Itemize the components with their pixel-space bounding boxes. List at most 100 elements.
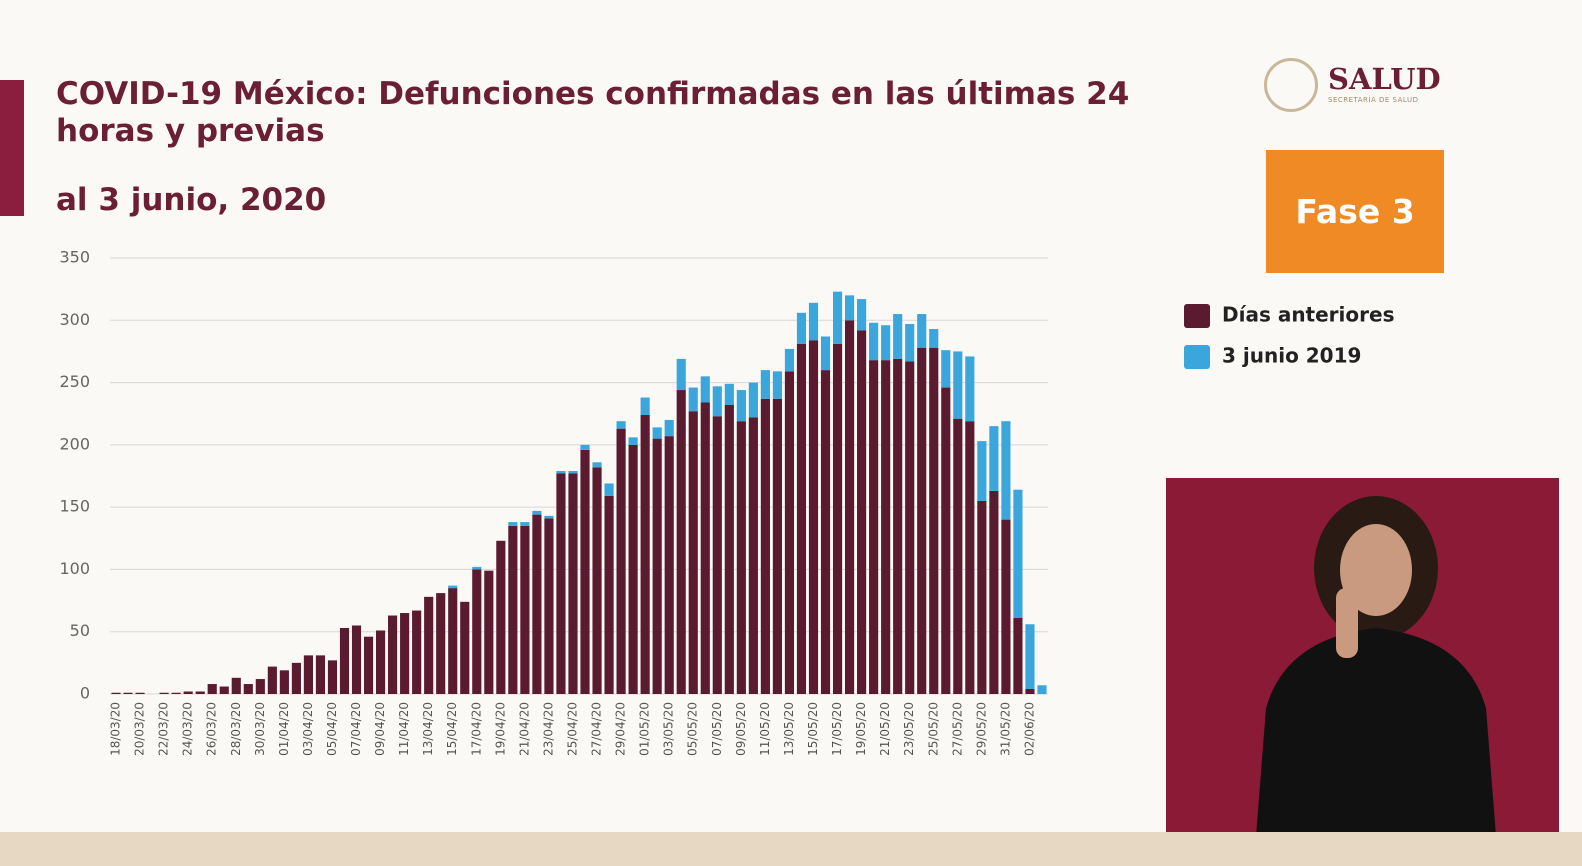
y-tick-label: 250	[59, 372, 90, 391]
bar-segment	[917, 347, 927, 694]
x-tick-label: 11/05/20	[758, 702, 772, 756]
bar-segment	[616, 428, 626, 694]
x-tick-label: 09/04/20	[373, 702, 387, 756]
x-tick-label: 15/05/20	[806, 702, 820, 756]
bar-segment	[231, 677, 241, 694]
bar-segment	[736, 421, 746, 694]
bar-segment	[989, 426, 999, 491]
bar-segment	[881, 325, 891, 361]
y-tick-label: 150	[59, 497, 90, 516]
bar-segment	[568, 473, 578, 694]
x-tick-label: 24/03/20	[181, 702, 195, 756]
bar-segment	[484, 570, 494, 694]
bar-segment	[448, 585, 458, 589]
bar-segment	[700, 402, 710, 694]
bar-segment	[532, 514, 542, 694]
seal	[1264, 58, 1318, 112]
bar-segment	[532, 510, 542, 515]
bar-segment	[688, 411, 698, 694]
bar-segment	[448, 588, 458, 694]
bar-segment	[1001, 421, 1011, 520]
bar-segment	[1025, 624, 1035, 690]
bar-segment	[171, 692, 181, 694]
y-tick-label: 0	[80, 684, 90, 703]
bar-segment	[472, 566, 482, 570]
bar-segment	[820, 336, 831, 371]
floor	[0, 832, 1582, 866]
chart-subtitle: al 3 junio, 2020	[56, 182, 327, 218]
bar-segment	[376, 630, 386, 694]
bar-segment	[893, 314, 903, 359]
x-tick-label: 19/05/20	[854, 702, 868, 756]
bar-segment	[784, 348, 795, 372]
x-tick-label: 20/03/20	[133, 702, 147, 756]
bar-segment	[893, 358, 903, 694]
bar-segment	[929, 347, 939, 694]
x-tick-label: 29/05/20	[974, 702, 988, 756]
bar-segment	[989, 490, 999, 694]
bar-segment	[207, 684, 217, 694]
bar-segment	[243, 684, 253, 694]
x-tick-label: 13/05/20	[782, 702, 796, 756]
bar-segment	[953, 351, 963, 419]
bar-segment	[712, 416, 722, 694]
x-tick-label: 05/05/20	[686, 702, 700, 756]
y-tick-label: 100	[59, 559, 90, 578]
bar-segment	[652, 438, 662, 694]
bar-segment	[929, 329, 939, 348]
x-tick-label: 01/05/20	[638, 702, 652, 756]
x-tick-label: 27/04/20	[590, 702, 604, 756]
interpreter-silhouette	[1256, 496, 1496, 836]
bar-segment	[604, 483, 614, 496]
legend-label: Días anteriores	[1222, 303, 1394, 327]
bar-segment	[183, 691, 193, 694]
x-tick-label: 05/04/20	[325, 702, 339, 756]
bar-segment	[592, 462, 602, 468]
bar-segment	[460, 601, 470, 694]
bar-segment	[808, 340, 819, 694]
bar-segment	[279, 670, 289, 694]
bar-segment	[195, 691, 205, 694]
x-tick-label: 21/05/20	[878, 702, 892, 756]
legend-swatch	[1184, 345, 1210, 369]
x-tick-label: 11/04/20	[397, 702, 411, 756]
bar-segment	[676, 390, 686, 694]
x-tick-label: 31/05/20	[998, 702, 1012, 756]
bar-segment	[1037, 685, 1047, 694]
bar-segment	[123, 692, 133, 694]
bar-segment	[315, 655, 326, 694]
bar-segment	[845, 295, 855, 321]
bar-segment	[508, 525, 518, 694]
x-tick-label: 23/04/20	[541, 702, 555, 756]
bar-segment	[808, 302, 819, 341]
x-tick-label: 03/05/20	[662, 702, 676, 756]
x-tick-label: 17/05/20	[830, 702, 844, 756]
bar-segment	[965, 356, 975, 422]
bar-segment	[905, 361, 915, 694]
bar-segment	[700, 376, 710, 403]
bar-segment	[496, 540, 506, 694]
phase-badge: Fase 3	[1266, 150, 1444, 273]
bar-segment	[941, 350, 951, 388]
bar-segment	[267, 666, 277, 694]
bar-segment	[135, 692, 145, 694]
bar-segment	[640, 414, 650, 694]
bar-segment	[760, 398, 770, 694]
bar-segment	[784, 371, 795, 694]
bar-segment	[400, 613, 410, 694]
bar-segment	[520, 522, 530, 526]
y-tick-label: 300	[59, 310, 90, 329]
interpreter-video	[1166, 478, 1559, 836]
bar-segment	[832, 343, 843, 694]
bar-segment	[724, 404, 734, 694]
bar-segment	[869, 360, 879, 694]
x-tick-label: 15/04/20	[445, 702, 459, 756]
x-tick-label: 09/05/20	[734, 702, 748, 756]
bar-segment	[339, 627, 350, 694]
y-tick-label: 350	[59, 248, 90, 267]
x-tick-label: 03/04/20	[301, 702, 315, 756]
bar-segment	[796, 312, 807, 344]
bar-segment	[832, 291, 843, 344]
bar-segment	[544, 518, 554, 694]
